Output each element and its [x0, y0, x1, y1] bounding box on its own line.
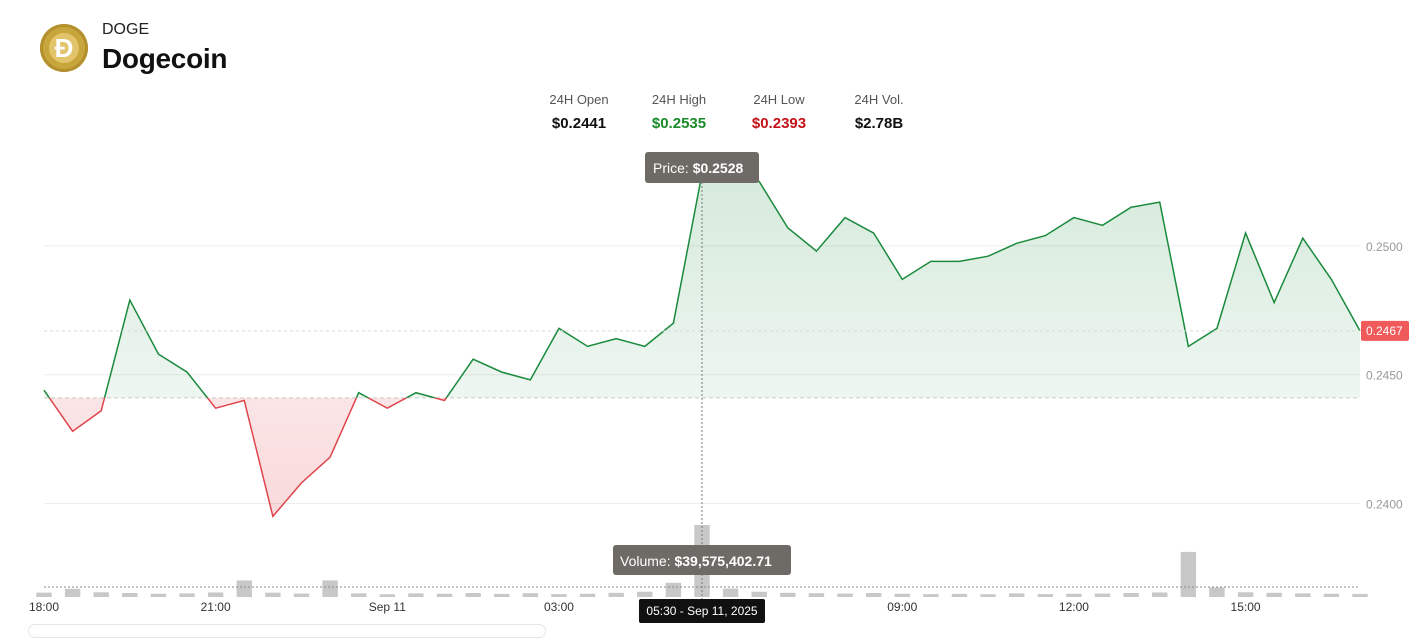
volume-bar: [1324, 594, 1339, 597]
volume-bar: [322, 580, 337, 597]
volume-bar: [523, 593, 538, 597]
volume-bar: [895, 594, 910, 597]
y-tick-label: 0.2500: [1366, 240, 1403, 254]
volume-bar: [809, 593, 824, 597]
volume-bar: [1209, 588, 1224, 597]
volume-bar: [608, 593, 623, 597]
x-tick-label: 03:00: [544, 600, 574, 614]
volume-bar: [837, 594, 852, 597]
volume-bar: [666, 583, 681, 597]
volume-bar: [637, 592, 652, 597]
x-tick-label: 15:00: [1231, 600, 1261, 614]
volume-bar: [408, 593, 423, 597]
volume-bar: [1009, 593, 1024, 597]
volume-bar: [122, 593, 137, 597]
volume-bar: [866, 593, 881, 597]
x-tick-label: 18:00: [29, 600, 59, 614]
volume-bar: [208, 592, 223, 597]
volume-tooltip-text: Volume: $39,575,402.71: [620, 553, 772, 569]
volume-bar: [151, 594, 166, 597]
volume-bar: [1095, 594, 1110, 597]
volume-bar: [65, 589, 80, 597]
volume-bar: [237, 580, 252, 597]
current-price-label: 0.2467: [1366, 324, 1403, 338]
y-tick-label: 0.2450: [1366, 369, 1403, 383]
volume-bar: [351, 593, 366, 597]
volume-bar: [465, 593, 480, 597]
volume-bar: [1352, 594, 1367, 597]
volume-bar: [980, 594, 995, 597]
volume-bar: [580, 594, 595, 597]
volume-bar: [380, 594, 395, 597]
volume-bar: [952, 594, 967, 597]
volume-bar: [1038, 594, 1053, 597]
x-tick-label: Sep 11: [369, 600, 406, 614]
volume-bar: [1123, 593, 1138, 597]
x-tick-label: 09:00: [887, 600, 917, 614]
bottom-panel: [28, 624, 546, 638]
volume-bar: [1266, 593, 1281, 597]
y-tick-label: 0.2400: [1366, 497, 1403, 511]
x-tick-label: 12:00: [1059, 600, 1089, 614]
volume-bar: [723, 589, 738, 597]
volume-bar: [94, 592, 109, 597]
x-tick-label: 21:00: [201, 600, 231, 614]
price-tooltip-text: Price: $0.2528: [653, 160, 744, 176]
time-tooltip-text: 05:30 - Sep 11, 2025: [646, 604, 758, 618]
volume-bar: [923, 594, 938, 597]
volume-bar: [179, 593, 194, 597]
volume-bar: [265, 593, 280, 597]
volume-bar: [437, 594, 452, 597]
volume-bar: [1181, 552, 1196, 597]
volume-bar: [294, 594, 309, 597]
volume-bar: [494, 594, 509, 597]
volume-bar: [36, 593, 51, 597]
volume-bar: [1066, 594, 1081, 597]
volume-bar: [551, 594, 566, 597]
volume-bar: [780, 593, 795, 597]
volume-bar: [1238, 592, 1253, 597]
volume-bar: [1295, 593, 1310, 597]
volume-bar: [1152, 592, 1167, 597]
volume-bar: [752, 592, 767, 597]
price-area-up: [44, 174, 1360, 517]
